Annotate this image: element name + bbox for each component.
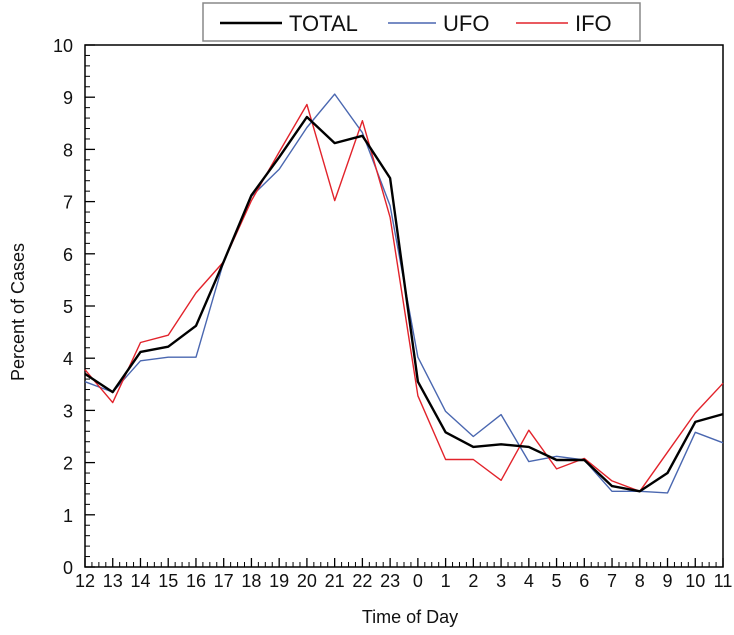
x-tick-label: 8 xyxy=(635,571,645,591)
x-tick-label: 21 xyxy=(325,571,345,591)
x-tick-label: 7 xyxy=(607,571,617,591)
x-tick-label: 20 xyxy=(297,571,317,591)
y-tick-label: 8 xyxy=(63,140,73,160)
series-line-ifo xyxy=(84,103,724,492)
x-tick-label: 0 xyxy=(413,571,423,591)
x-tick-label: 13 xyxy=(103,571,123,591)
series-layer xyxy=(84,93,724,494)
x-tick-label: 15 xyxy=(158,571,178,591)
series-line-total xyxy=(84,115,724,493)
series-line-ufo xyxy=(84,93,724,494)
x-tick-label: 19 xyxy=(269,571,289,591)
legend-label-total: TOTAL xyxy=(289,11,358,36)
x-tick-label: 12 xyxy=(75,571,95,591)
y-tick-label: 5 xyxy=(63,297,73,317)
y-tick-label: 10 xyxy=(53,36,73,56)
y-tick-label: 4 xyxy=(63,349,73,369)
y-tick-label: 3 xyxy=(63,401,73,421)
y-tick-label: 1 xyxy=(63,506,73,526)
y-axis-label: Percent of Cases xyxy=(8,243,28,381)
y-tick-label: 6 xyxy=(63,245,73,265)
x-tick-label: 6 xyxy=(579,571,589,591)
x-tick-label: 23 xyxy=(380,571,400,591)
legend-label-ufo: UFO xyxy=(443,11,489,36)
x-tick-label: 22 xyxy=(352,571,372,591)
x-tick-label: 16 xyxy=(186,571,206,591)
y-tick-label: 0 xyxy=(63,558,73,578)
x-tick-label: 1 xyxy=(441,571,451,591)
legend: TOTAL UFO IFO xyxy=(202,2,641,42)
x-tick-label: 4 xyxy=(524,571,534,591)
x-tick-label: 3 xyxy=(496,571,506,591)
legend-label-ifo: IFO xyxy=(575,11,612,36)
x-tick-label: 2 xyxy=(468,571,478,591)
y-tick-label: 7 xyxy=(63,193,73,213)
y-tick-label: 2 xyxy=(63,454,73,474)
x-tick-label: 14 xyxy=(130,571,150,591)
x-tick-label: 9 xyxy=(663,571,673,591)
x-tick-label: 18 xyxy=(241,571,261,591)
x-tick-label: 17 xyxy=(214,571,234,591)
x-tick-label: 11 xyxy=(714,571,733,591)
y-tick-label: 9 xyxy=(63,88,73,108)
x-tick-label: 5 xyxy=(552,571,562,591)
x-axis-label: Time of Day xyxy=(362,607,458,627)
x-tick-label: 10 xyxy=(685,571,705,591)
